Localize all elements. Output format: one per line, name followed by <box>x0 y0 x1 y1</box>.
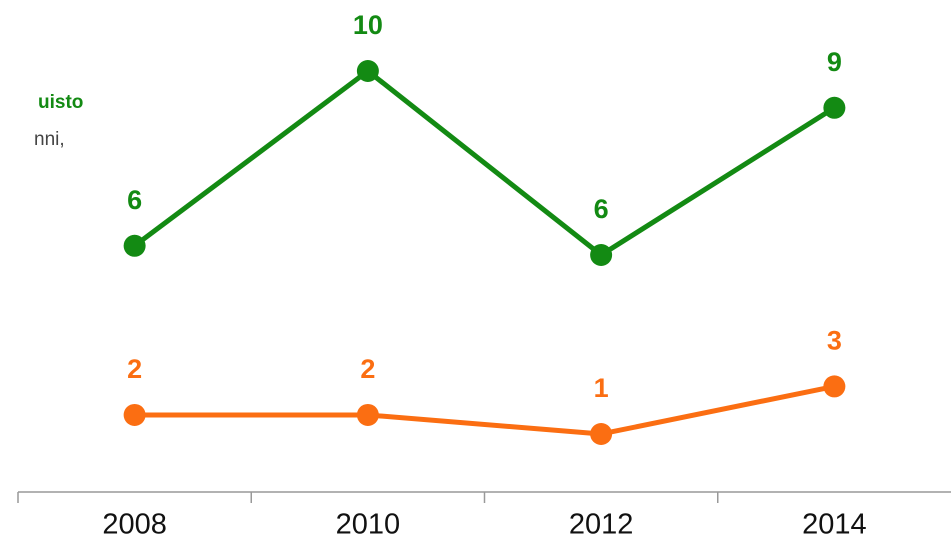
data-label: 6 <box>594 194 609 224</box>
line <box>134 383 835 437</box>
point <box>123 234 146 257</box>
point <box>823 96 846 119</box>
annotation: uisto <box>38 92 83 113</box>
x-tick-label: 2012 <box>569 509 634 541</box>
data-label: 9 <box>827 47 842 77</box>
x-tick-label: 2010 <box>336 509 401 541</box>
data-label: 3 <box>827 326 842 356</box>
data-label: 10 <box>353 10 383 40</box>
point <box>823 375 846 398</box>
data-label: 2 <box>127 354 142 384</box>
x-tick-label: 2014 <box>802 509 867 541</box>
line <box>133 68 836 258</box>
point <box>123 403 146 426</box>
data-label: 2 <box>360 354 375 384</box>
point <box>356 60 379 82</box>
point <box>590 244 613 266</box>
point <box>356 403 379 426</box>
point <box>590 422 613 445</box>
annotation: nni, <box>34 129 65 150</box>
x-tick-label: 2008 <box>102 509 167 541</box>
data-label: 6 <box>127 185 142 215</box>
data-label: 1 <box>594 373 609 403</box>
